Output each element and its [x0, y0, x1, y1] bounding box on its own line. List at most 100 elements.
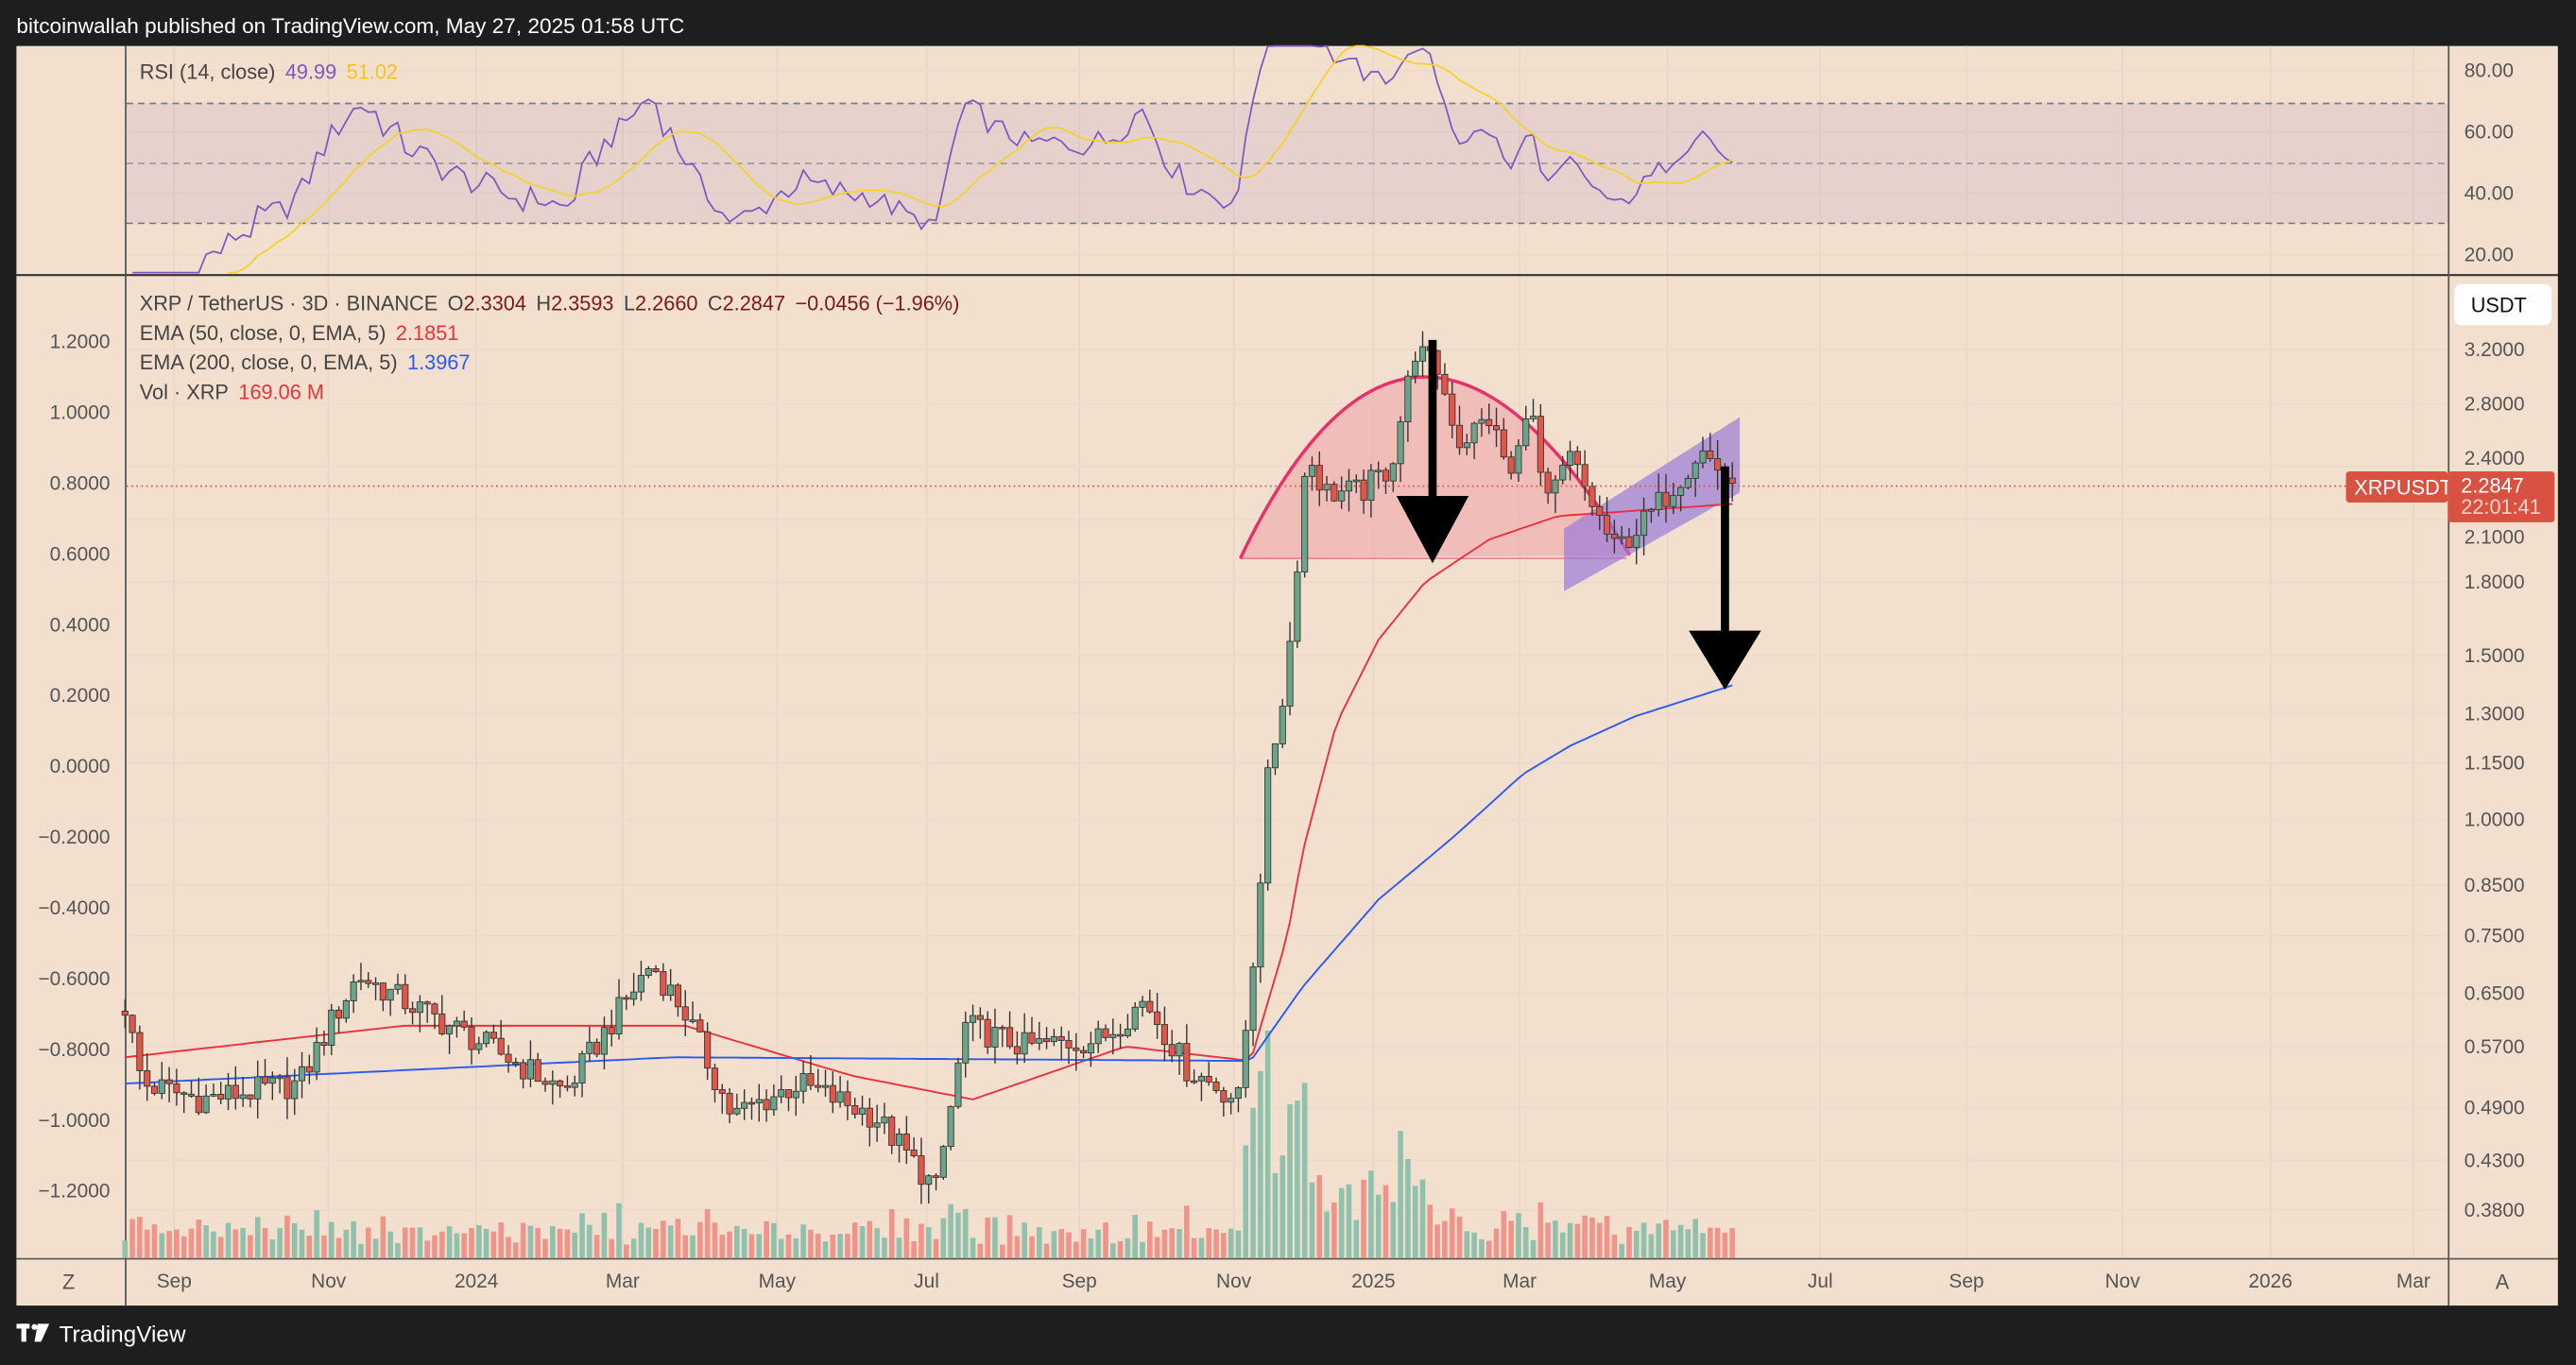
volume-bar [1537, 1202, 1544, 1258]
ema50-line[interactable] [125, 503, 1733, 1101]
volume-bar [137, 1217, 143, 1258]
volume-bar [624, 1244, 629, 1258]
candle-body [1279, 706, 1286, 744]
candle-body [1197, 1076, 1205, 1082]
candle [1699, 436, 1707, 469]
candle-body [726, 1092, 733, 1115]
candle [1596, 495, 1604, 531]
candle-body [1080, 1049, 1088, 1054]
candle [755, 1083, 763, 1122]
volume-bar [180, 1236, 187, 1258]
left-tick: 0.8000 [50, 472, 111, 494]
rsi-line[interactable] [132, 44, 1733, 274]
candle [446, 1024, 454, 1054]
volume-bar [719, 1235, 726, 1258]
candle [1418, 331, 1427, 377]
candle [969, 1004, 977, 1042]
candle-body [1515, 445, 1522, 474]
candle [1441, 363, 1449, 396]
candle-body [1257, 882, 1264, 968]
axes[interactable]: Sep Nov 2024 Mar May Jul Sep Nov 2025 Mar May Jul Se… [38, 60, 2524, 1292]
volume-bar [1589, 1217, 1595, 1258]
left-tick: 0.0000 [50, 756, 111, 777]
candle-body [1087, 1043, 1094, 1054]
volume-bar [1714, 1227, 1721, 1258]
volume-bar [1663, 1220, 1669, 1258]
candle [210, 1083, 217, 1098]
currency-button[interactable] [2454, 283, 2551, 326]
candle-body [821, 1084, 830, 1088]
symbol-legend[interactable]: XRP / TetherUS · 3D · BINANCE O2.3304 H2.3… [140, 292, 960, 316]
candle-body [386, 988, 394, 1001]
ema200-line[interactable] [125, 684, 1733, 1085]
candle-body [792, 1090, 799, 1099]
candle-body [858, 1107, 867, 1115]
candle-body [696, 1019, 704, 1032]
volume-bar [815, 1234, 821, 1258]
volume-bar [498, 1221, 504, 1258]
volume-bar [1508, 1220, 1514, 1258]
time-tick: Jul [1808, 1271, 1833, 1292]
time-tick: Sep [1062, 1271, 1097, 1292]
volume-bar [955, 1212, 961, 1258]
candle [1242, 1019, 1249, 1098]
candle [747, 1097, 756, 1120]
candle [932, 1172, 940, 1191]
candle-body [873, 1122, 881, 1128]
volume-bar [1412, 1186, 1418, 1258]
candle-body [475, 1043, 483, 1050]
candles [121, 331, 1736, 1204]
candle-body [844, 1091, 851, 1106]
candle [365, 972, 372, 988]
ema200-legend[interactable]: EMA (200, close, 0, EMA, 5) 1.3967 [140, 350, 471, 374]
candle-body [681, 1006, 689, 1021]
down-arrow-2[interactable] [1689, 466, 1761, 691]
left-tick: −0.4000 [38, 897, 110, 919]
volume-bar [1250, 1107, 1256, 1258]
volume-bar [1176, 1229, 1182, 1258]
ema50-legend[interactable]: EMA (50, close, 0, EMA, 5) 2.1851 [140, 321, 459, 345]
rounded-top-arc[interactable] [1238, 375, 1632, 559]
candle [718, 1083, 726, 1115]
candle [1382, 467, 1390, 494]
volume-bar [933, 1238, 939, 1258]
candle [1485, 403, 1493, 435]
rsi-tick: 80.00 [2464, 60, 2514, 82]
volume-legend[interactable]: Vol · XRP 169.06 M [140, 380, 324, 403]
candle [549, 1070, 557, 1105]
volume-bar [1346, 1184, 1352, 1258]
candle [1102, 1024, 1109, 1042]
volume-bar [1279, 1155, 1286, 1258]
candle [371, 977, 380, 1000]
candle [468, 1017, 475, 1065]
candle-body [1500, 429, 1507, 458]
candle [1168, 1030, 1176, 1063]
candle [696, 1014, 704, 1033]
volume-bar [1051, 1231, 1057, 1258]
volume-bar [1471, 1232, 1477, 1258]
auto-scale-button[interactable]: A [2496, 1271, 2510, 1294]
rsi-ma-line[interactable] [228, 44, 1733, 274]
candle-body [520, 1062, 527, 1080]
volume-bar [335, 1237, 342, 1258]
down-arrow-1[interactable] [1396, 339, 1469, 564]
volume-bar [867, 1220, 873, 1258]
candle [129, 1014, 136, 1044]
volume-bar [1125, 1237, 1131, 1258]
candle-body [195, 1095, 202, 1114]
volume-bar [1110, 1243, 1116, 1258]
timezone-button[interactable]: Z [62, 1271, 75, 1294]
volume-bar [513, 1242, 519, 1258]
candle-body [1234, 1086, 1243, 1100]
candle [1315, 452, 1323, 506]
candle-body [1699, 450, 1707, 464]
volume-bar [196, 1219, 202, 1258]
footer-brand[interactable]: TradingView [59, 1320, 186, 1347]
price-tick: 0.3800 [2464, 1200, 2525, 1221]
candle-body [1485, 418, 1493, 426]
rsi-legend[interactable]: RSI (14, close) 49.99 51.02 [140, 60, 398, 83]
time-tick: Nov [2105, 1271, 2141, 1292]
volume-bar [1626, 1226, 1632, 1258]
